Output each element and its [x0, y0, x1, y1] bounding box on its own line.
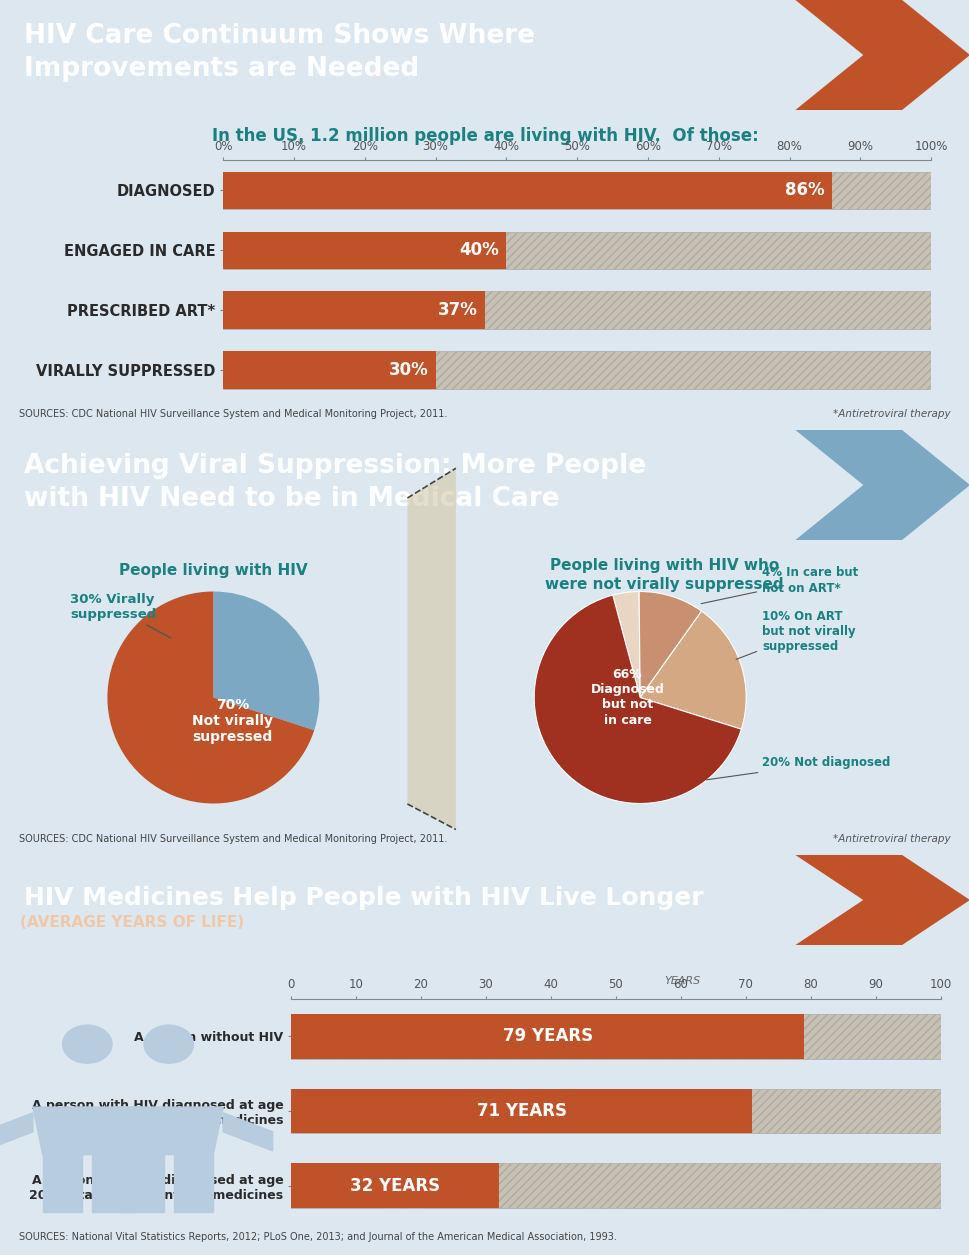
Bar: [291, 1014, 940, 1059]
Bar: [223, 231, 506, 269]
Bar: [291, 1088, 752, 1133]
Polygon shape: [407, 468, 455, 830]
Text: 37%: 37%: [438, 301, 478, 319]
Text: People living with HIV: People living with HIV: [119, 562, 307, 577]
Polygon shape: [795, 430, 969, 540]
Text: 20% Not diagnosed: 20% Not diagnosed: [705, 757, 890, 779]
Circle shape: [143, 1025, 193, 1063]
Bar: [291, 1014, 803, 1059]
Wedge shape: [639, 591, 701, 698]
Polygon shape: [43, 1155, 82, 1212]
Bar: [223, 291, 484, 329]
Text: 71 YEARS: 71 YEARS: [476, 1102, 566, 1119]
Polygon shape: [65, 1113, 114, 1151]
Text: 66%
Diagnosed
but not
in care: 66% Diagnosed but not in care: [590, 669, 664, 727]
Wedge shape: [534, 595, 740, 803]
Text: HIV Care Continuum Shows Where
Improvements are Needed: HIV Care Continuum Shows Where Improveme…: [24, 24, 535, 83]
Bar: [291, 1163, 940, 1209]
Text: SOURCES: CDC National HIV Surveillance System and Medical Monitoring Project, 20: SOURCES: CDC National HIV Surveillance S…: [19, 409, 448, 419]
Text: HIV Medicines Help People with HIV Live Longer: HIV Medicines Help People with HIV Live …: [24, 886, 703, 910]
Polygon shape: [795, 855, 969, 945]
Text: (AVERAGE YEARS OF LIFE): (AVERAGE YEARS OF LIFE): [19, 915, 244, 930]
Text: SOURCES: National Vital Statistics Reports, 2012; PLoS One, 2013; and Journal of: SOURCES: National Vital Statistics Repor…: [19, 1232, 616, 1242]
Text: *Antiretroviral therapy: *Antiretroviral therapy: [832, 833, 950, 843]
Text: People living with HIV who
were not virally suppressed: People living with HIV who were not vira…: [545, 558, 783, 592]
Text: 40%: 40%: [459, 241, 499, 259]
Text: *Antiretroviral therapy: *Antiretroviral therapy: [832, 409, 950, 419]
Wedge shape: [213, 591, 319, 730]
Text: Achieving Viral Suppression: More People
with HIV Need to be in Medical Care: Achieving Viral Suppression: More People…: [24, 453, 645, 512]
Polygon shape: [92, 1155, 132, 1212]
Bar: [291, 1163, 498, 1209]
Text: 32 YEARS: 32 YEARS: [350, 1177, 440, 1195]
Text: 30% Virally
suppressed: 30% Virally suppressed: [70, 594, 171, 638]
Polygon shape: [124, 1155, 164, 1212]
Text: 4% In care but
not on ART*: 4% In care but not on ART*: [701, 566, 858, 604]
Wedge shape: [612, 591, 640, 698]
Polygon shape: [0, 1113, 33, 1151]
Text: YEARS: YEARS: [663, 976, 700, 986]
Bar: [223, 231, 930, 269]
Circle shape: [62, 1025, 111, 1063]
Polygon shape: [223, 1113, 272, 1151]
Polygon shape: [33, 1107, 141, 1155]
Bar: [223, 172, 831, 208]
Text: 30%: 30%: [389, 361, 428, 379]
Text: 79 YEARS: 79 YEARS: [502, 1028, 592, 1045]
Wedge shape: [640, 611, 745, 729]
Polygon shape: [795, 0, 969, 110]
Bar: [291, 1088, 940, 1133]
Text: SOURCES: CDC National HIV Surveillance System and Medical Monitoring Project, 20: SOURCES: CDC National HIV Surveillance S…: [19, 833, 448, 843]
Polygon shape: [173, 1155, 213, 1212]
Text: 86%: 86%: [785, 181, 824, 200]
Bar: [223, 172, 930, 208]
Bar: [223, 351, 930, 389]
Wedge shape: [108, 591, 314, 803]
Text: 70%
Not virally
supressed: 70% Not virally supressed: [192, 698, 272, 744]
Polygon shape: [114, 1107, 223, 1155]
Polygon shape: [141, 1113, 191, 1151]
Text: 10% On ART
but not virally
suppressed: 10% On ART but not virally suppressed: [735, 610, 855, 659]
Text: In the US, 1.2 million people are living with HIV.  Of those:: In the US, 1.2 million people are living…: [211, 127, 758, 146]
Bar: [223, 351, 435, 389]
Bar: [223, 291, 930, 329]
